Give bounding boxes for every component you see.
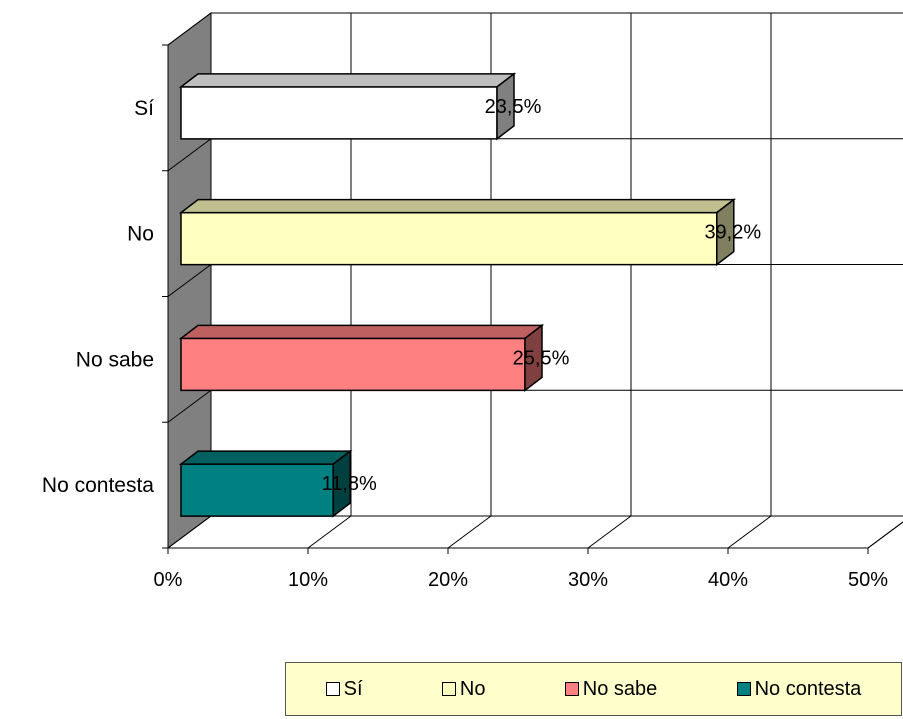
bar-no-contesta (180, 463, 334, 517)
floor-grid-10 (307, 515, 352, 549)
legend-item-no-sabe: No sabe (564, 677, 658, 701)
data-label-no-sabe: 25,5% (513, 347, 570, 369)
data-label-si: 23,5% (485, 96, 542, 118)
floor-grid-40 (727, 515, 772, 549)
chart-legend: Sí No No sabe No contesta (285, 662, 902, 716)
side-grid-3 (167, 389, 212, 423)
bar-end-no-contesta (332, 449, 351, 518)
category-label-no: No (127, 223, 154, 246)
side-grid-1 (167, 138, 212, 172)
bar-no-sabe (180, 337, 526, 392)
legend-item-si: Sí (325, 677, 363, 701)
category-label-no-sabe: No sabe (76, 348, 154, 371)
bar-no (180, 211, 718, 266)
bar-end-no-sabe (524, 323, 543, 392)
x-tick-label-30: 30% (568, 569, 608, 591)
floor-grid-30 (587, 515, 632, 549)
bar-top-no (178, 198, 737, 214)
floor (166, 515, 903, 549)
legend-label-no-sabe: No sabe (582, 677, 658, 700)
legend-swatch-no-sabe (564, 682, 579, 696)
legend-label-no-contesta: No contesta (754, 677, 862, 700)
legend-swatch-no (441, 682, 456, 696)
data-label-no: 39,2% (704, 222, 761, 244)
bar-si (180, 86, 498, 140)
x-tick-label-40: 40% (708, 569, 748, 591)
legend-label-si: Sí (343, 677, 363, 700)
bar-end-si (496, 72, 515, 141)
bar-top-no-sabe (178, 324, 545, 340)
x-tick-label-20: 20% (428, 569, 468, 591)
category-label-si: Sí (134, 97, 154, 120)
side-grid-4 (167, 515, 212, 549)
x-tick-label-50: 50% (848, 569, 888, 591)
legend-swatch-si (325, 682, 340, 696)
side-grid-0 (167, 12, 212, 46)
legend-label-no: No (459, 677, 486, 700)
bar-end-no (716, 198, 735, 267)
bar-top-no-contesta (178, 450, 353, 465)
category-label-no-contesta: No contesta (42, 474, 154, 497)
legend-item-no: No (441, 677, 486, 701)
floor-grid-50 (867, 521, 903, 549)
floor-grid-20 (447, 515, 492, 549)
side-grid-2 (167, 264, 212, 297)
x-tick-label-0: 0% (154, 569, 183, 591)
x-tick-label-10: 10% (288, 569, 328, 591)
bar-top-si (178, 73, 517, 88)
data-label-no-contesta: 11,8% (322, 473, 377, 495)
legend-swatch-no-contesta (736, 682, 751, 696)
legend-item-no-contesta: No contesta (736, 677, 862, 701)
